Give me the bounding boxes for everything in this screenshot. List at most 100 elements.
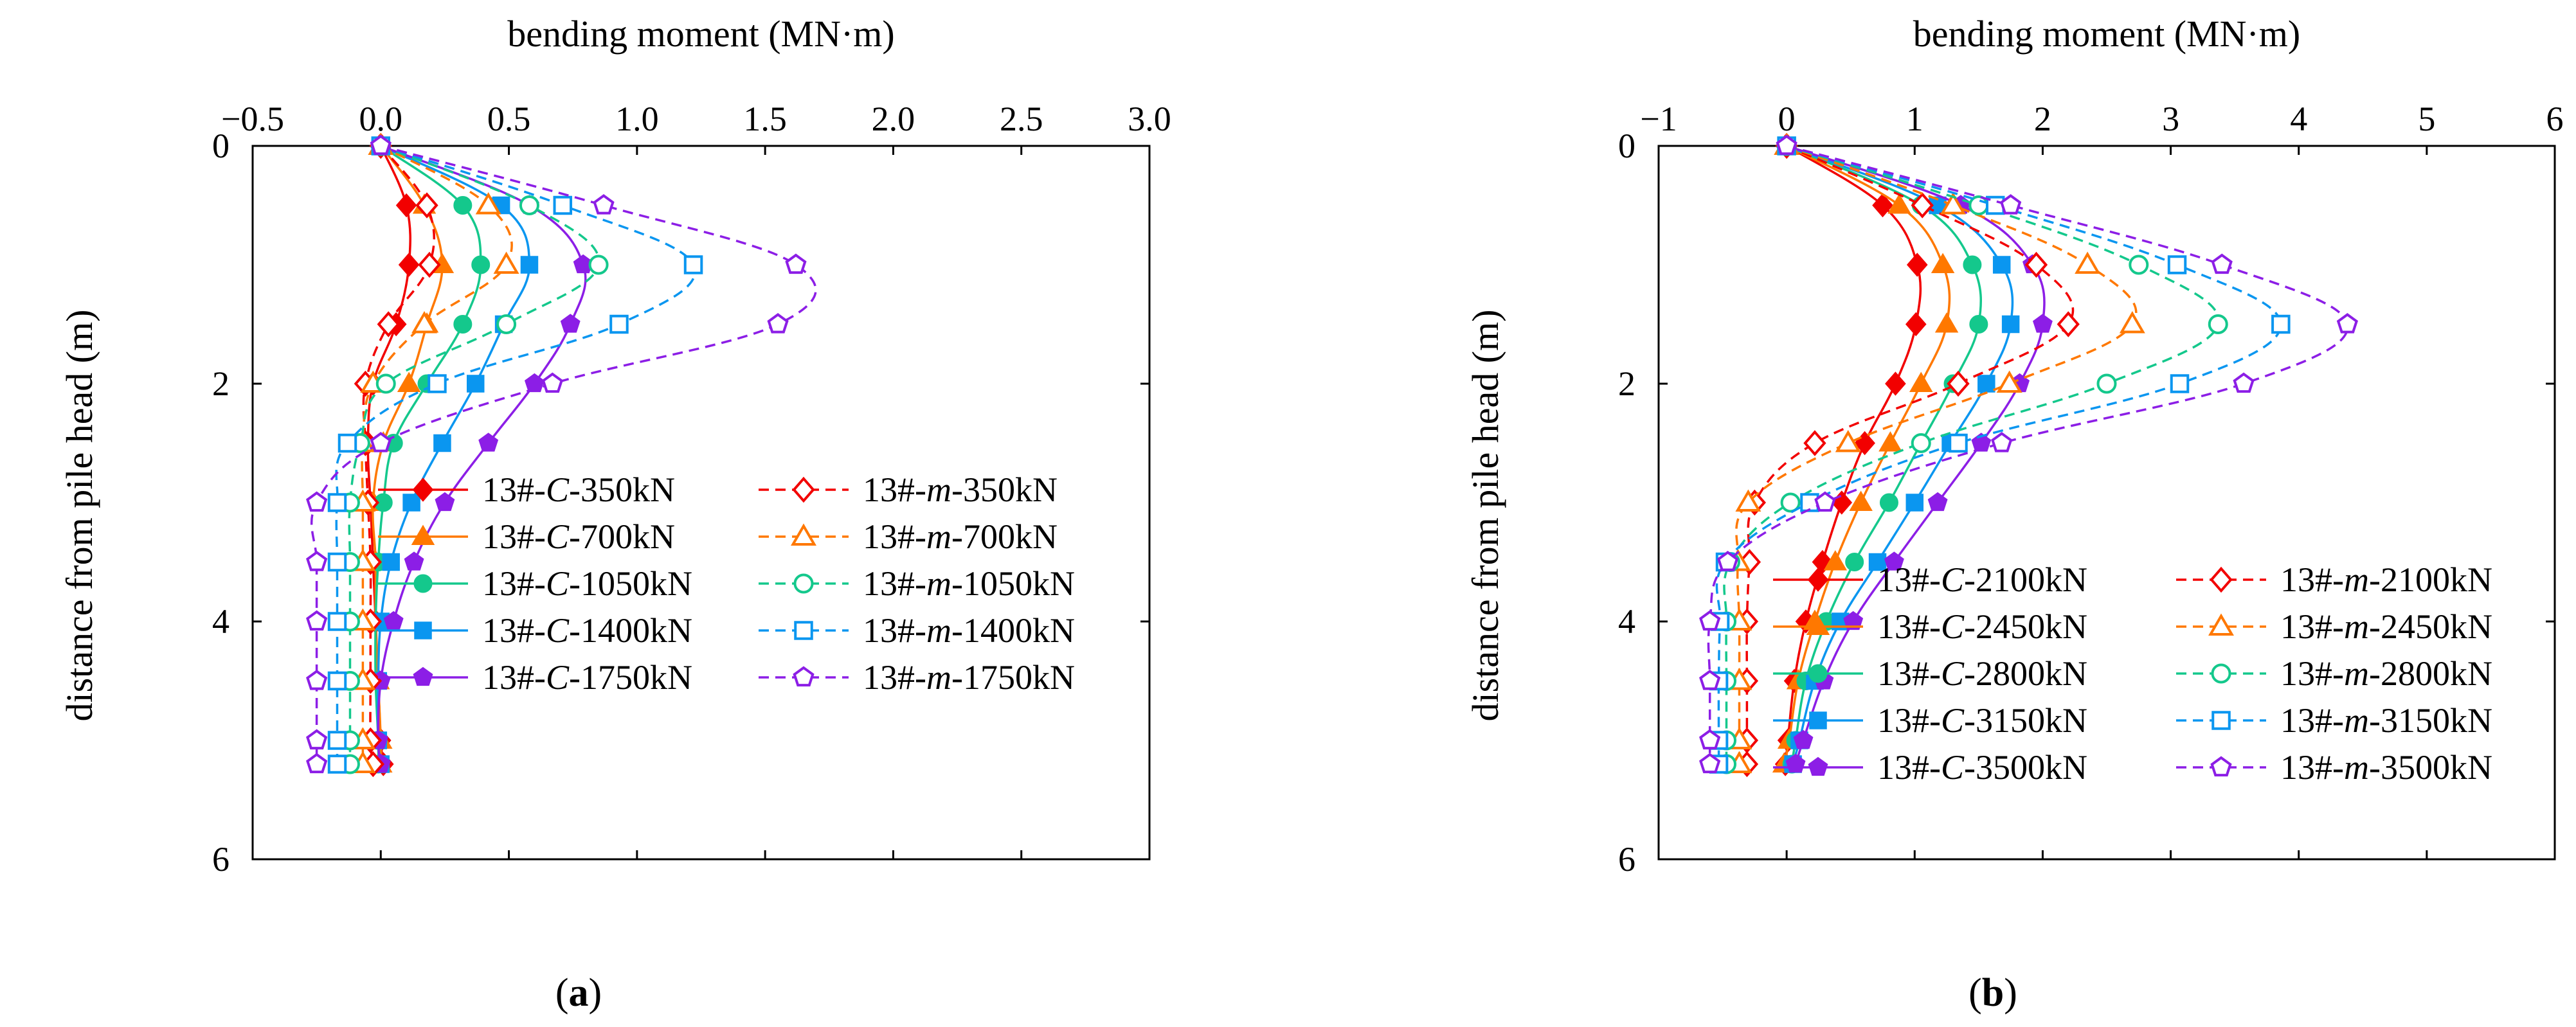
data-point [327,552,347,572]
legend-marker [793,573,814,594]
data-point [398,253,420,277]
y-tick-label: 6 [212,840,230,879]
data-point [404,551,424,571]
legend: 13#-C-350kN 13#-C-700kN 13#-C-1050kN 13#-C-… [378,470,1075,697]
legend-marker [413,574,433,593]
legend-item: 13#-C-1400kN [378,611,692,650]
legend-item: 13#-C-3500kN [1773,748,2087,787]
data-point [496,314,517,334]
legend-label: 13#-C-2800kN [1877,654,2087,693]
x-tick-label: 0.0 [359,100,403,138]
data-point [327,612,347,631]
series [354,132,441,778]
data-point [588,255,609,275]
x-tick-label: 5 [2418,100,2435,138]
legend-marker [414,621,432,639]
data-point [377,311,400,337]
y-tick-label: 4 [212,602,230,641]
data-point [1940,192,1966,215]
data-point [433,434,451,452]
data-point [1934,312,1959,333]
data-point [2057,311,2080,337]
x-tick-label: 6 [2546,100,2564,138]
data-point [1793,729,1814,749]
plot-frame [251,145,1151,861]
data-point [560,314,581,333]
data-point [1911,192,1934,219]
legend-label: 13#-m-2450kN [2280,607,2492,646]
data-point [327,671,347,691]
legend-label: 13#-C-1750kN [482,658,692,697]
y-axis-title: distance from pile head (m) [1464,310,1506,722]
data-point [1699,753,1721,774]
data-point [475,192,501,215]
data-point [524,373,545,393]
legend-marker [2210,756,2232,777]
data-point [370,432,392,452]
series-line [335,145,696,764]
data-point [1963,255,1982,274]
x-tick-label: 1 [1906,100,1923,138]
data-point [415,192,438,219]
data-point [519,195,539,215]
y-tick-label: 2 [212,364,230,403]
legend-label: 13#-m-1400kN [863,611,1075,650]
data-point [541,372,563,393]
data-point [1887,193,1911,214]
legend-marker [1807,567,1829,592]
data-point [2167,255,2187,274]
data-point [338,433,357,453]
legend-marker [2211,663,2231,684]
x-tick-label: 3 [2162,100,2179,138]
data-point [1996,370,2022,393]
legend-item: 13#-m-2450kN [2176,607,2492,646]
series [306,134,817,774]
data-point [1814,491,1836,512]
data-point [1879,493,1898,512]
data-point [306,670,328,690]
data-point [1878,431,1902,452]
data-point [306,729,328,750]
legend-label: 13#-m-1750kN [863,658,1075,697]
legend-item: 13#-m-3500kN [2176,748,2492,787]
legend-item: 13#-C-1750kN [378,658,692,697]
panel-label: (b) [1968,971,2017,1015]
data-point [467,375,485,393]
data-point [382,553,400,571]
legend-marker [1808,664,1828,683]
legend-label: 13#-m-700kN [863,517,1058,556]
y-axis-title: distance from pile head (m) [59,310,100,722]
data-point [395,193,417,218]
data-point [1884,551,1904,571]
legend: 13#-C-2100kN 13#-C-2450kN 13#-C-2800kN 13#-… [1773,560,2492,787]
data-point [785,253,807,274]
legend-label: 13#-C-2450kN [1877,607,2087,646]
data-point [306,491,328,512]
data-point [1872,193,1893,218]
data-point [1931,253,1955,273]
data-point [1845,553,1864,571]
data-point [1699,610,1721,631]
data-point [453,196,473,215]
series-line [310,145,817,764]
legend-item: 13#-m-1750kN [759,658,1075,697]
legend-label: 13#-C-700kN [482,517,675,556]
legend-label: 13#-m-2100kN [2280,560,2492,599]
series [1699,134,2359,774]
data-point [327,755,347,774]
data-point [397,371,421,392]
x-tick-label: 0.5 [487,100,531,138]
legend-label: 13#-C-3150kN [1877,701,2087,740]
data-point [1699,729,1721,750]
data-point [1849,490,1873,511]
series-line [1745,145,2075,764]
legend-marker [791,523,816,546]
data-point [2096,373,2117,394]
data-point [375,373,396,394]
legend-label: 13#-C-1050kN [482,564,692,603]
data-point [418,251,441,278]
x-axis-title: bending moment (MN·m) [507,13,894,55]
x-tick-label: −1 [1640,100,1677,138]
